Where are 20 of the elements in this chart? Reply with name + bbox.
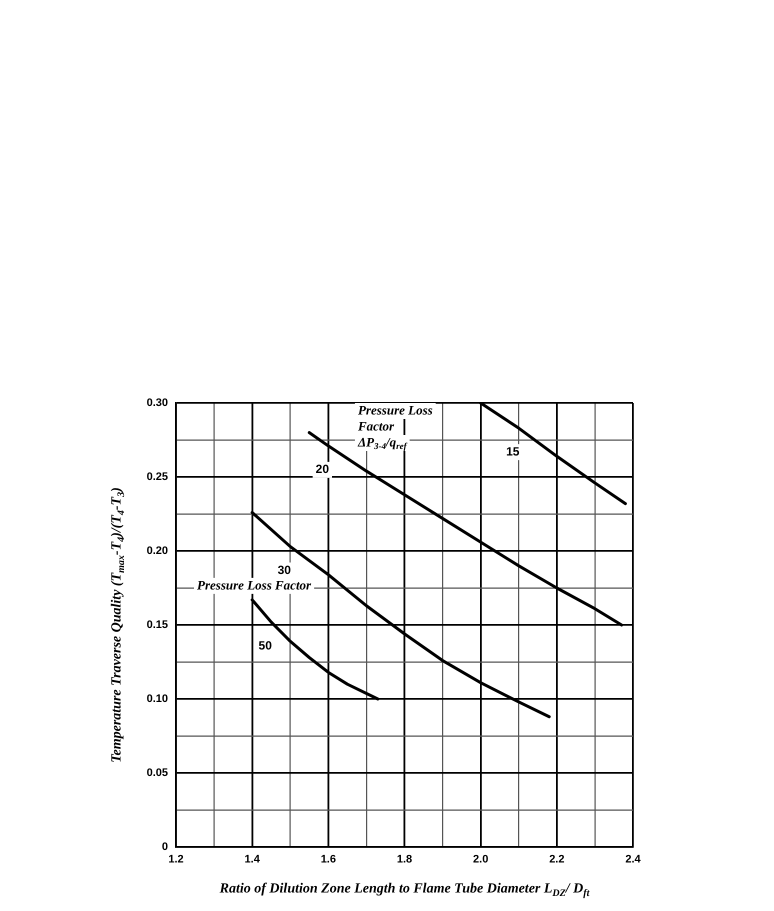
y-tick-label: 0.30 <box>146 397 168 410</box>
y-tick-label: 0.10 <box>146 693 168 706</box>
series-label: 20 <box>316 462 330 476</box>
x-tick-label: 1.6 <box>320 854 336 866</box>
x-tick-label: 2.4 <box>625 854 642 866</box>
x-tick-label: 1.8 <box>396 854 412 866</box>
y-tick-label: 0.15 <box>146 619 168 632</box>
series-label: 50 <box>258 638 272 652</box>
x-tick-label: 1.2 <box>168 854 184 866</box>
y-tick-label: 0.05 <box>146 767 168 780</box>
y-tick-label: 0 <box>162 841 168 854</box>
x-tick-label: 2.2 <box>549 854 564 866</box>
x-tick-label: 1.4 <box>244 854 261 866</box>
series-label: 15 <box>506 444 520 458</box>
series-label: 30 <box>278 562 292 577</box>
y-tick-label: 0.20 <box>146 545 168 558</box>
annotation: Pressure Loss Factor <box>197 577 312 592</box>
y-tick-label: 0.25 <box>146 471 168 484</box>
text: Temperature Traverse Quality (Tmax-T4)/(T4-T3) <box>110 487 127 763</box>
x-tick-label: 2.0 <box>473 854 488 866</box>
